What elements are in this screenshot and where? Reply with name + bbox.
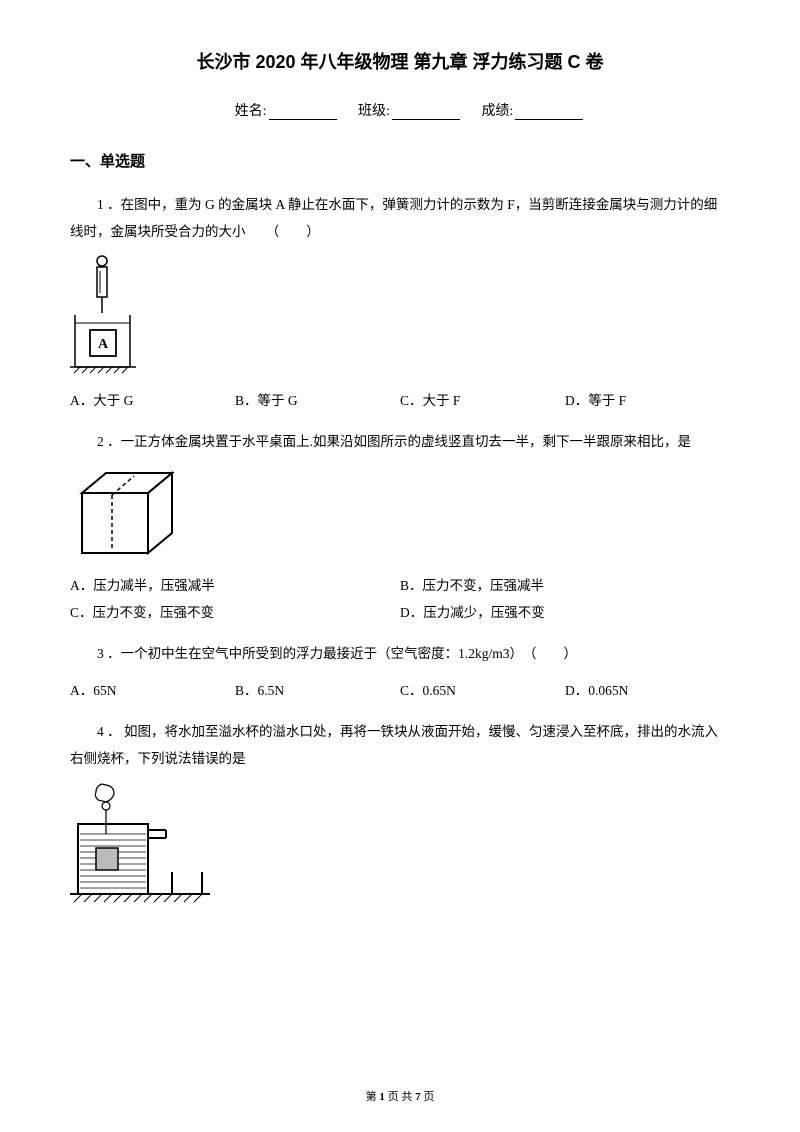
q1-option-a: A．大于 G [70, 387, 235, 414]
question-2-figure [70, 465, 730, 560]
footer-middle: 页 共 [385, 1091, 415, 1103]
score-blank [515, 106, 583, 120]
class-label: 班级: [358, 104, 390, 119]
svg-text:A: A [98, 337, 109, 352]
page-footer: 第 1 页 共 7 页 [0, 1088, 800, 1104]
question-3-text: 3 ．一个初中生在空气中所受到的浮力最接近于（空气密度：1.2kg/m3） （ … [70, 640, 730, 667]
page-title: 长沙市 2020 年八年级物理 第九章 浮力练习题 C 卷 [70, 48, 730, 74]
question-3-options: A．65N B．6.5N C．0.65N D．0.065N [70, 677, 730, 704]
section-1-title: 一、单选题 [70, 150, 730, 171]
footer-suffix: 页 [421, 1091, 435, 1103]
q2-option-a: A．压力减半，压强减半 [70, 572, 400, 599]
q1-option-d: D．等于 F [565, 387, 730, 414]
q1-option-b: B．等于 G [235, 387, 400, 414]
q3-option-c: C．0.65N [400, 677, 565, 704]
question-1-options: A．大于 G B．等于 G C．大于 F D．等于 F [70, 387, 730, 414]
question-2-options: A．压力减半，压强减半 B．压力不变，压强减半 C．压力不变，压强不变 D．压力… [70, 572, 730, 626]
question-4-figure [70, 782, 730, 912]
question-4-text: 4 ． 如图，将水加至溢水杯的溢水口处，再将一铁块从液面开始，缓慢、匀速浸入至杯… [70, 718, 730, 772]
name-label: 姓名: [235, 104, 267, 119]
q2-option-d: D．压力减少，压强不变 [400, 599, 730, 626]
question-1-figure: A [70, 255, 730, 375]
student-info-line: 姓名: 班级: 成绩: [70, 100, 730, 120]
name-blank [269, 106, 337, 120]
q2-option-c: C．压力不变，压强不变 [70, 599, 400, 626]
q3-option-b: B．6.5N [235, 677, 400, 704]
q3-option-d: D．0.065N [565, 677, 730, 704]
q2-option-b: B．压力不变，压强减半 [400, 572, 730, 599]
question-1-text: 1 ．在图中，重为 G 的金属块 A 静止在水面下，弹簧测力计的示数为 F，当剪… [70, 191, 730, 245]
q1-option-c: C．大于 F [400, 387, 565, 414]
q3-option-a: A．65N [70, 677, 235, 704]
score-label: 成绩: [481, 104, 513, 119]
class-blank [392, 106, 460, 120]
footer-prefix: 第 [366, 1091, 380, 1103]
question-2-text: 2 ．一正方体金属块置于水平桌面上.如果沿如图所示的虚线竖直切去一半，剩下一半跟… [70, 428, 730, 455]
